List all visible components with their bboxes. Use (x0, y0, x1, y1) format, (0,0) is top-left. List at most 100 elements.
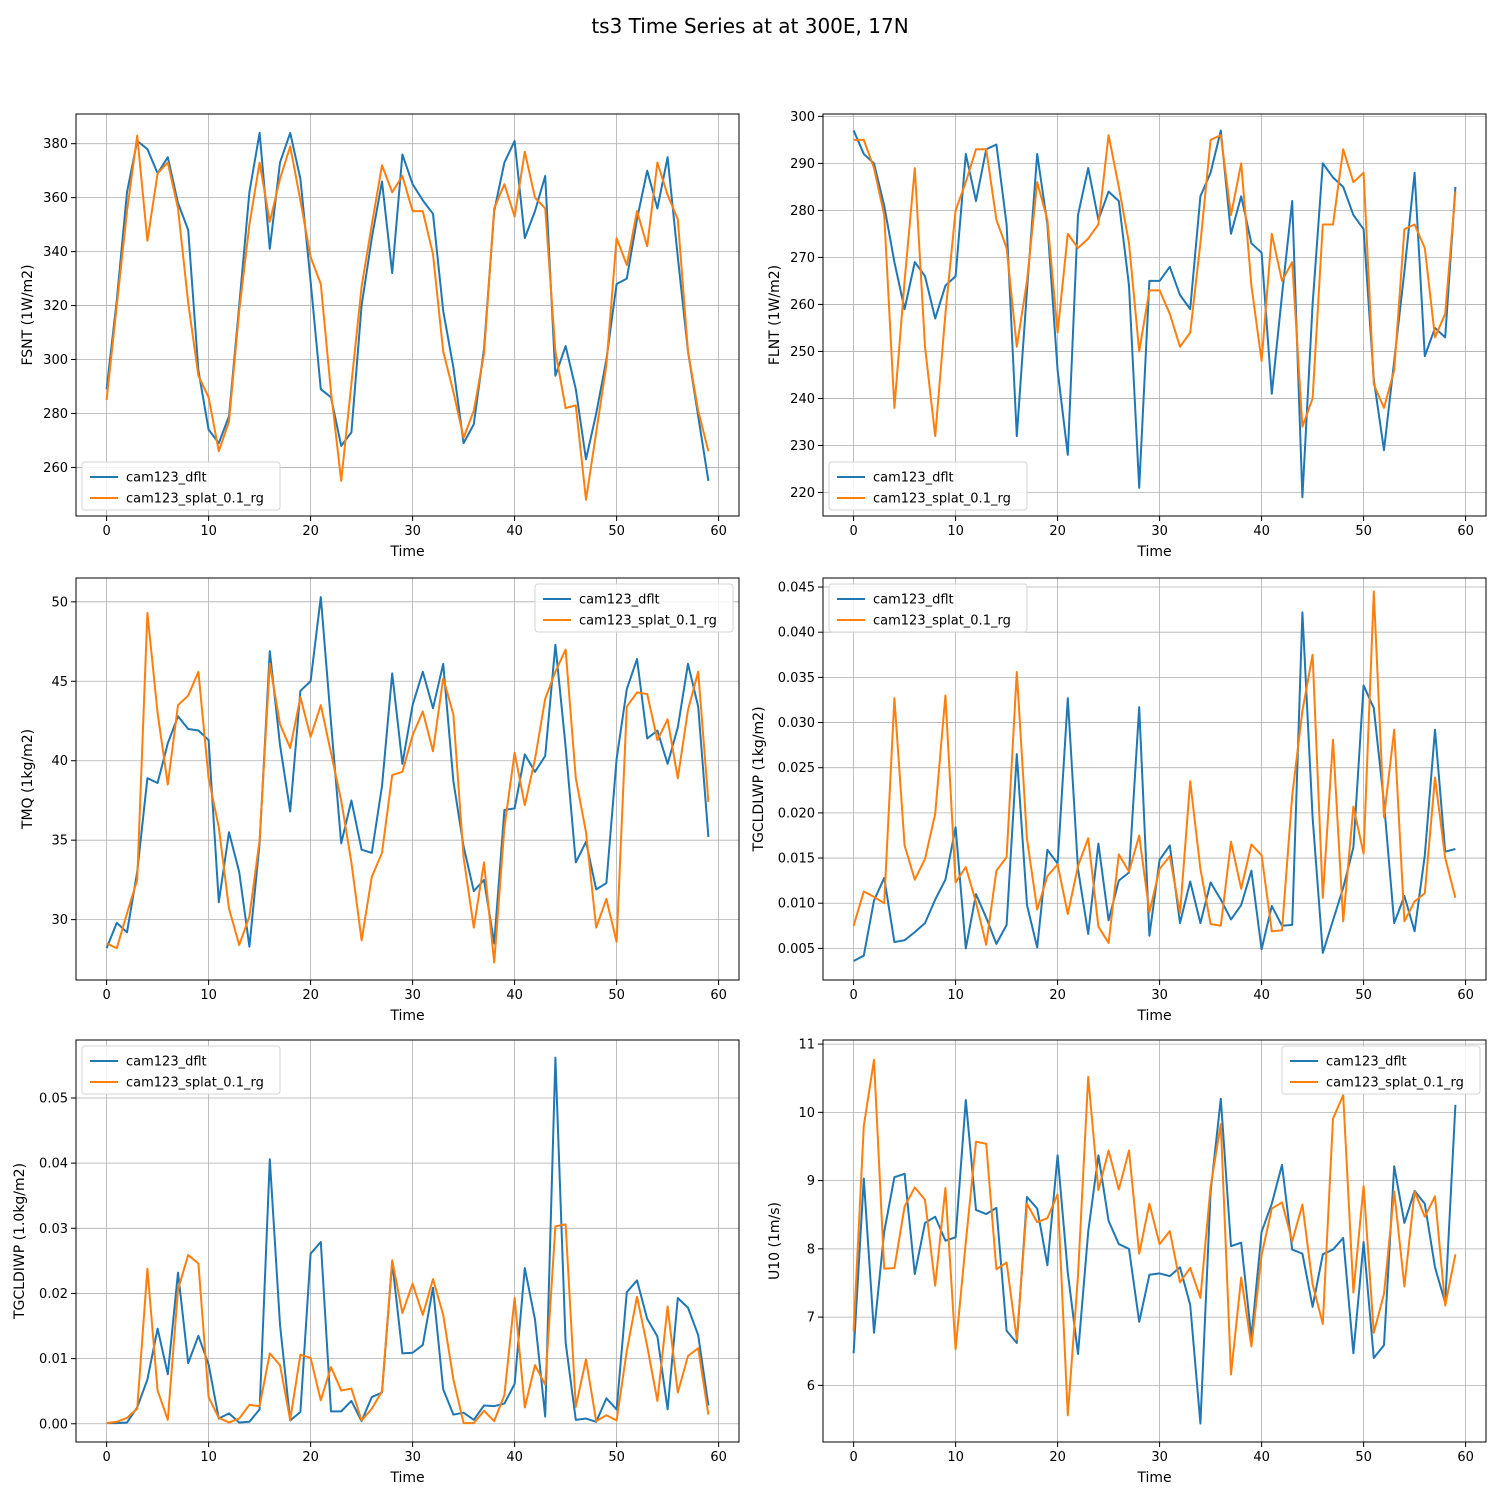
x-tick-label: 30 (1151, 988, 1168, 1003)
x-tick-label: 60 (1457, 524, 1474, 539)
chart-u10: 0 10 20 30 40 50 60 6 7 8 9 10 11 Time U10 (1m/s) cam12… (767, 1038, 1487, 1486)
y-tick-label: 0.010 (778, 897, 815, 912)
axes-frame (75, 1039, 740, 1443)
legend-box (534, 583, 734, 633)
y-tick-label: 0.04 (39, 1157, 68, 1172)
y-tick-label: 260 (790, 298, 815, 313)
x-tick-label: 10 (947, 1450, 964, 1465)
x-tick-label: 40 (1253, 988, 1270, 1003)
legend-box (828, 583, 1028, 633)
x-tick-label: 60 (1457, 1450, 1474, 1465)
y-axis-label: U10 (1m/s) (767, 1202, 783, 1280)
y-tick-label: 340 (43, 245, 68, 260)
x-tick-label: 50 (1355, 1450, 1372, 1465)
series-line-cam123-dflt (106, 1056, 710, 1425)
chart-tgcldlwp: 0 10 20 30 40 50 60 0.005 0.010 0.015 0.020 0.025 0.… (751, 577, 1487, 1024)
legend-box (81, 1045, 281, 1095)
axes-frame (822, 113, 1487, 517)
y-tick-label: 280 (790, 204, 815, 219)
series-group (852, 590, 1457, 962)
y-tick-label: 9 (807, 1174, 815, 1189)
legend-label: cam123_dflt (126, 1055, 207, 1070)
y-tick-label: 280 (43, 407, 68, 422)
legend-label: cam123_splat_0.1_rg (579, 614, 717, 629)
legend-label: cam123_splat_0.1_rg (873, 614, 1011, 629)
x-tick-label: 0 (849, 1450, 857, 1465)
y-tick-label: 0.040 (778, 626, 815, 641)
x-tick-label: 60 (710, 524, 727, 539)
y-tick-label: 0.045 (778, 581, 815, 596)
y-tick-label: 0.00 (39, 1417, 68, 1432)
y-tick-label: 300 (43, 353, 68, 368)
y-tick-label: 35 (51, 834, 68, 849)
x-tick-label: 40 (506, 1450, 523, 1465)
legend-label: cam123_splat_0.1_rg (1326, 1076, 1464, 1091)
y-tick-label: 0.030 (778, 716, 815, 731)
x-tick-label: 0 (102, 1450, 110, 1465)
y-tick-label: 220 (790, 486, 815, 501)
y-tick-label: 0.02 (39, 1287, 68, 1302)
x-tick-label: 10 (947, 524, 964, 539)
series-group (105, 596, 710, 964)
y-tick-label: 320 (43, 299, 68, 314)
x-tick-label: 50 (1355, 988, 1372, 1003)
y-tick-label: 270 (790, 251, 815, 266)
y-tick-label: 0.020 (778, 806, 815, 821)
x-tick-label: 60 (1457, 988, 1474, 1003)
x-axis-label: Time (389, 1008, 424, 1024)
y-axis-label: FLNT (1W/m2) (767, 265, 783, 365)
legend-box (81, 461, 281, 511)
series-group (852, 1058, 1457, 1425)
series-group (106, 1056, 710, 1425)
legend-label: cam123_splat_0.1_rg (126, 492, 264, 507)
y-axis-label: TMQ (1kg/m2) (20, 729, 36, 830)
series-line-cam123-dflt (852, 1097, 1457, 1425)
y-tick-label: 50 (51, 595, 68, 610)
y-tick-label: 8 (807, 1242, 815, 1257)
y-tick-label: 0.03 (39, 1222, 68, 1237)
series-line-cam123-dflt (852, 129, 1457, 499)
axes-frame (75, 577, 740, 981)
axes-frame (75, 113, 740, 517)
series-line-cam123-splat-0-1-rg (853, 134, 1457, 438)
legend-label: cam123_dflt (873, 593, 954, 608)
y-tick-label: 240 (790, 392, 815, 407)
x-tick-label: 10 (200, 988, 217, 1003)
chart-tgcldiwp: 0 10 20 30 40 50 60 0.00 0.01 0.02 0.03 0.04 0.05 Tim… (12, 1039, 740, 1486)
y-tick-label: 7 (807, 1311, 815, 1326)
x-tick-label: 0 (102, 524, 110, 539)
x-tick-label: 10 (200, 1450, 217, 1465)
series-line-cam123-splat-0-1-rg (852, 590, 1457, 946)
x-tick-label: 30 (404, 524, 421, 539)
x-tick-label: 40 (1253, 524, 1270, 539)
x-axis-label: Time (389, 544, 424, 560)
y-tick-label: 40 (51, 754, 68, 769)
chart-fsnt: 0 10 20 30 40 50 60 260 280 300 320 340 360 380 Time FS… (20, 113, 740, 560)
y-axis-label: TGCLDIWP (1.0kg/m2) (12, 1163, 28, 1320)
x-axis-label: Time (1136, 1008, 1171, 1024)
x-tick-label: 40 (506, 988, 523, 1003)
y-tick-label: 360 (43, 191, 68, 206)
legend-label: cam123_splat_0.1_rg (873, 492, 1011, 507)
y-tick-label: 0.01 (39, 1352, 68, 1367)
legend-box (828, 461, 1028, 511)
chart-tmq: 0 10 20 30 40 50 60 30 35 40 45 50 Time TMQ (1kg/m2) c… (20, 577, 740, 1024)
y-tick-label: 0.035 (778, 671, 815, 686)
x-axis-label: Time (1136, 1470, 1171, 1486)
legend-label: cam123_splat_0.1_rg (126, 1076, 264, 1091)
y-tick-label: 230 (790, 439, 815, 454)
y-tick-label: 290 (790, 157, 815, 172)
legend: cam123_dflt cam123_splat_0.1_rg (1281, 1045, 1481, 1095)
x-tick-label: 20 (302, 524, 319, 539)
y-axis-label: FSNT (1W/m2) (20, 264, 36, 365)
series-line-cam123-dflt (105, 596, 710, 949)
legend-label: cam123_dflt (873, 471, 954, 486)
x-tick-label: 20 (1049, 988, 1066, 1003)
x-tick-label: 20 (302, 988, 319, 1003)
series-group (852, 129, 1457, 499)
axes-frame (822, 577, 1487, 981)
x-tick-label: 30 (1151, 1450, 1168, 1465)
x-tick-label: 50 (608, 988, 625, 1003)
y-tick-label: 45 (51, 675, 68, 690)
